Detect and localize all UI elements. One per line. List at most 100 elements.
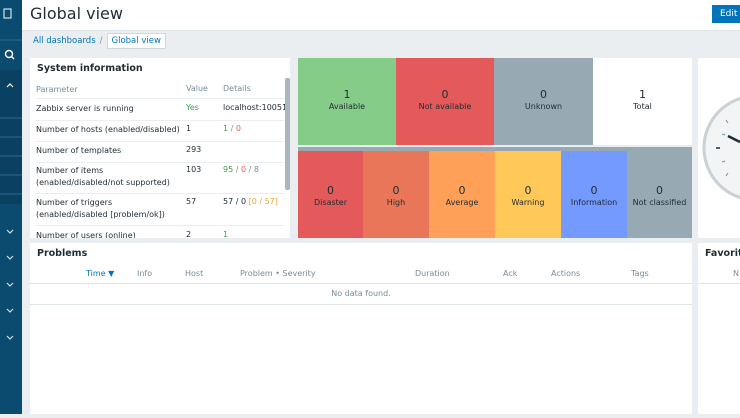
availability-tile[interactable]: 0 Unknown [494,58,593,145]
count: 0 [441,88,449,101]
page-title: Global view [30,4,123,23]
column-header: Info [137,269,153,278]
severity-tile[interactable]: 0 High [363,151,429,238]
detail-part: 8 [253,165,259,174]
count: 1 [639,88,646,101]
parameter: Number of items (enabled/disabled/not su… [36,166,170,187]
value: 57 [186,197,197,206]
widget-title: Problems [37,248,88,259]
column-header[interactable]: Time ▼ [86,269,115,278]
column-header: N [733,269,739,278]
label: Unknown [524,102,563,111]
column-header: Details [223,84,251,93]
label: Not classified [632,198,687,207]
availability-tile[interactable]: 1 Available [298,58,396,145]
severity-tile[interactable]: 0 Information [561,151,627,238]
label: Available [328,102,366,111]
count: 0 [656,184,663,197]
breadcrumbs: All dashboards / Global view [33,33,166,49]
detail-part: 95 [223,165,234,174]
breadcrumb-link[interactable]: All dashboards [33,36,96,46]
value: 1 [186,124,192,133]
label: Not available [418,102,472,111]
value: 2 [186,230,192,238]
problems-widget: Problems Time ▼ Info Host Problem • Seve… [30,243,692,414]
parameter: Number of templates [36,146,122,155]
count: 1 [343,88,351,101]
value: 103 [186,165,202,174]
count: 0 [327,184,334,197]
value: Yes [186,103,199,112]
table-row: Number of hosts (enabled/disabled) 1 1 /… [36,124,284,142]
column-header: Tags [631,269,649,278]
details: 1 [223,230,229,238]
divider [698,283,740,284]
scrollbar[interactable] [285,78,290,190]
severity-tile[interactable]: 0 Warning [495,151,561,238]
table-row: Number of items (enabled/disabled/not su… [36,165,284,194]
column-header: Host [185,269,204,278]
details: 1 / 0 [223,124,241,133]
availability-tile[interactable]: 0 Not available [396,58,494,145]
table-header: Parameter Value Details [36,84,284,99]
count: 0 [458,184,466,197]
header: Global view Edit d [22,0,740,31]
column-header: Actions [551,269,581,278]
detail-part: / [233,165,241,174]
table-row: Number of users (online) 2 1 [36,230,284,238]
detail-part: 1 [223,124,229,133]
column-header: Problem • Severity [240,269,316,278]
details: localhost:10051 [223,103,288,112]
clock [702,96,740,200]
severity-tile[interactable]: 0 Not classified [627,151,692,238]
details: 57 / 0 [0 / 57] [223,197,278,206]
sidebar [0,0,22,414]
detail-part: / [228,124,236,133]
label: Average [445,198,479,207]
details: 95 / 0 / 8 [223,165,259,174]
detail-part: [0 / 57] [248,197,278,206]
label: Disaster [314,198,347,207]
clock-widget [698,58,740,238]
value: 293 [186,145,202,154]
detail-part: 57 / 0 [223,197,249,206]
host-availability-widget: 1 Available 0 Not available 0 Unknown 1 Tota… [298,58,692,145]
label: Total [633,102,652,111]
severity-tile[interactable]: 0 Average [429,151,495,238]
count: 0 [524,184,532,197]
widget-title: System information [37,63,143,74]
detail-part: 0 [240,165,247,174]
detail-part: / [246,165,254,174]
edit-dashboard-button[interactable]: Edit d [712,5,740,23]
column-header: Value [186,84,208,93]
table-row: Number of triggers (enabled/disabled [pr… [36,197,284,226]
table-row: Zabbix server is running Yes localhost:1… [36,103,288,121]
breadcrumb-current[interactable]: Global view [106,33,166,49]
divider [30,283,692,284]
detail-part: 0 [235,124,241,133]
severity-tile[interactable]: 0 Disaster [298,151,363,238]
parameter: Number of users (online) [36,231,136,238]
count: 0 [540,88,547,101]
breadcrumb-separator: / [99,36,103,46]
problems-by-severity-widget: 0 Disaster 0 High 0 Average 0 Warning 0 Infor… [298,147,692,238]
label: Warning [511,198,545,207]
column-header: Parameter [36,85,78,94]
parameter: Number of triggers (enabled/disabled [pr… [36,198,165,219]
sidebar-icons [0,8,22,340]
widget-title: Favorite [705,248,740,259]
table-row: Number of templates 293 [36,145,284,163]
parameter: Zabbix server is running [36,104,134,113]
system-information-widget: System information Parameter Value Detai… [30,58,290,238]
count: 0 [590,184,598,197]
empty-message: No data found. [331,289,391,298]
column-header: Ack [503,269,518,278]
count: 0 [392,184,400,197]
label: Information [570,198,618,207]
label: High [386,198,406,207]
column-header: Duration [415,269,450,278]
parameter: Number of hosts (enabled/disabled) [36,125,180,134]
favorite-widget: Favorite N [698,243,740,414]
availability-tile[interactable]: 1 Total [593,58,692,145]
